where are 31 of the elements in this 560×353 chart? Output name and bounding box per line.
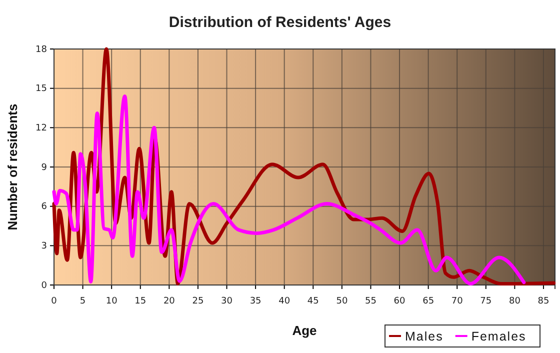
y-axis-title: Number of residents [5, 104, 20, 230]
y-tick-label: 15 [36, 84, 47, 94]
x-tick-label: 0 [51, 296, 58, 306]
y-tick-label: 12 [36, 124, 47, 134]
x-tick-label: 15 [134, 296, 146, 306]
y-tick-label: 9 [41, 162, 48, 173]
x-tick-label: 50 [336, 296, 348, 306]
x-tick-label: 55 [365, 296, 376, 306]
y-tick-label: 6 [41, 202, 48, 212]
x-tick-label: 20 [163, 296, 176, 306]
x-tick-label: 85 [538, 296, 550, 306]
x-tick-label: 25 [192, 296, 204, 306]
y-tick-label: 0 [41, 280, 48, 291]
x-axis-title: Age [292, 323, 317, 338]
x-tick-label: 10 [106, 296, 118, 306]
y-tick-label: 3 [41, 242, 47, 252]
x-tick-label: 70 [451, 296, 464, 306]
chart-title: Distribution of Residents' Ages [168, 14, 392, 31]
x-tick-label: 40 [278, 296, 290, 306]
line-series [52, 94, 526, 286]
x-tick-label: 45 [307, 296, 319, 306]
x-tick-label: 5 [80, 296, 86, 306]
x-tick-label: 65 [422, 296, 434, 306]
x-tick-label: 80 [508, 296, 521, 306]
x-tick-label: 35 [250, 296, 262, 306]
y-tick-label: 18 [36, 44, 48, 55]
x-tick-label: 75 [480, 296, 492, 306]
legend-label: Males [405, 330, 444, 344]
x-tick-label: 30 [221, 296, 233, 306]
x-tick-label: 60 [394, 296, 406, 306]
legend-label: Females [471, 330, 526, 344]
